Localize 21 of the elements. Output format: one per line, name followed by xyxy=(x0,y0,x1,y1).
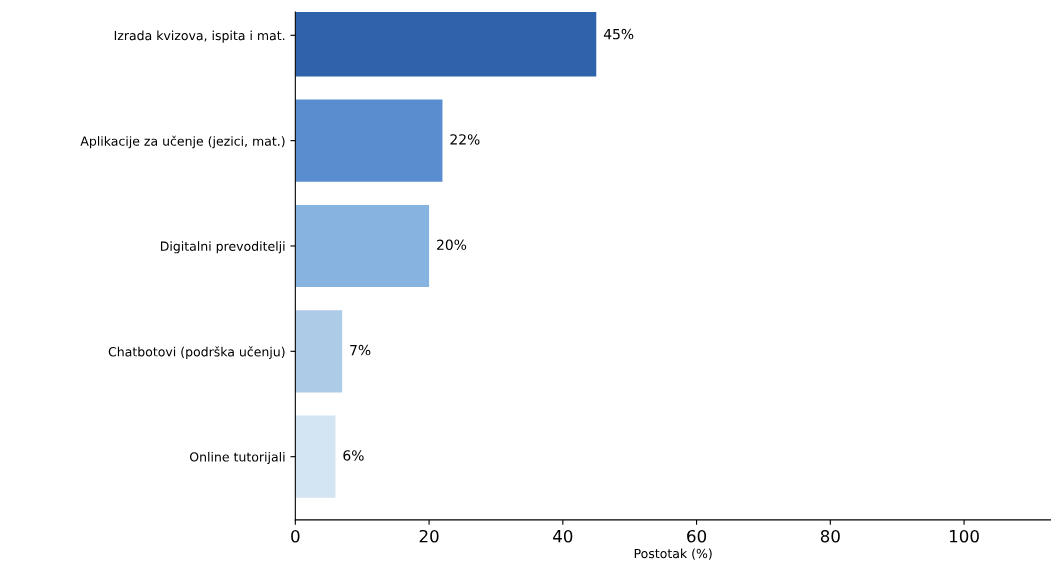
data-label: 45% xyxy=(603,28,634,40)
bar xyxy=(295,99,443,182)
x-tick-label: 0 xyxy=(291,529,300,543)
bar xyxy=(295,415,336,498)
x-axis-title: Postotak (%) xyxy=(634,548,712,560)
x-tick-label: 20 xyxy=(419,529,439,543)
data-label: 6% xyxy=(343,450,364,461)
data-label: 20% xyxy=(437,239,467,251)
y-tick-label: Online tutorijali xyxy=(189,451,285,465)
data-label: 7% xyxy=(350,344,371,356)
bar xyxy=(295,204,430,288)
x-tick-label: 80 xyxy=(820,529,840,543)
data-label: 22% xyxy=(450,134,480,145)
bar xyxy=(295,310,343,393)
y-tick-label: Chatbotovi (podrška učenju) xyxy=(108,346,285,359)
x-tick-label: 100 xyxy=(949,529,979,543)
x-tick-label: 40 xyxy=(553,529,573,543)
y-tick-label: Izrada kvizova, ispita i mat. xyxy=(114,30,285,43)
y-tick-label: Aplikacije za učenje (jezici, mat.) xyxy=(80,135,285,149)
x-tick-label: 60 xyxy=(687,529,707,543)
y-tick-label: Digitalni prevoditelji xyxy=(160,241,285,254)
